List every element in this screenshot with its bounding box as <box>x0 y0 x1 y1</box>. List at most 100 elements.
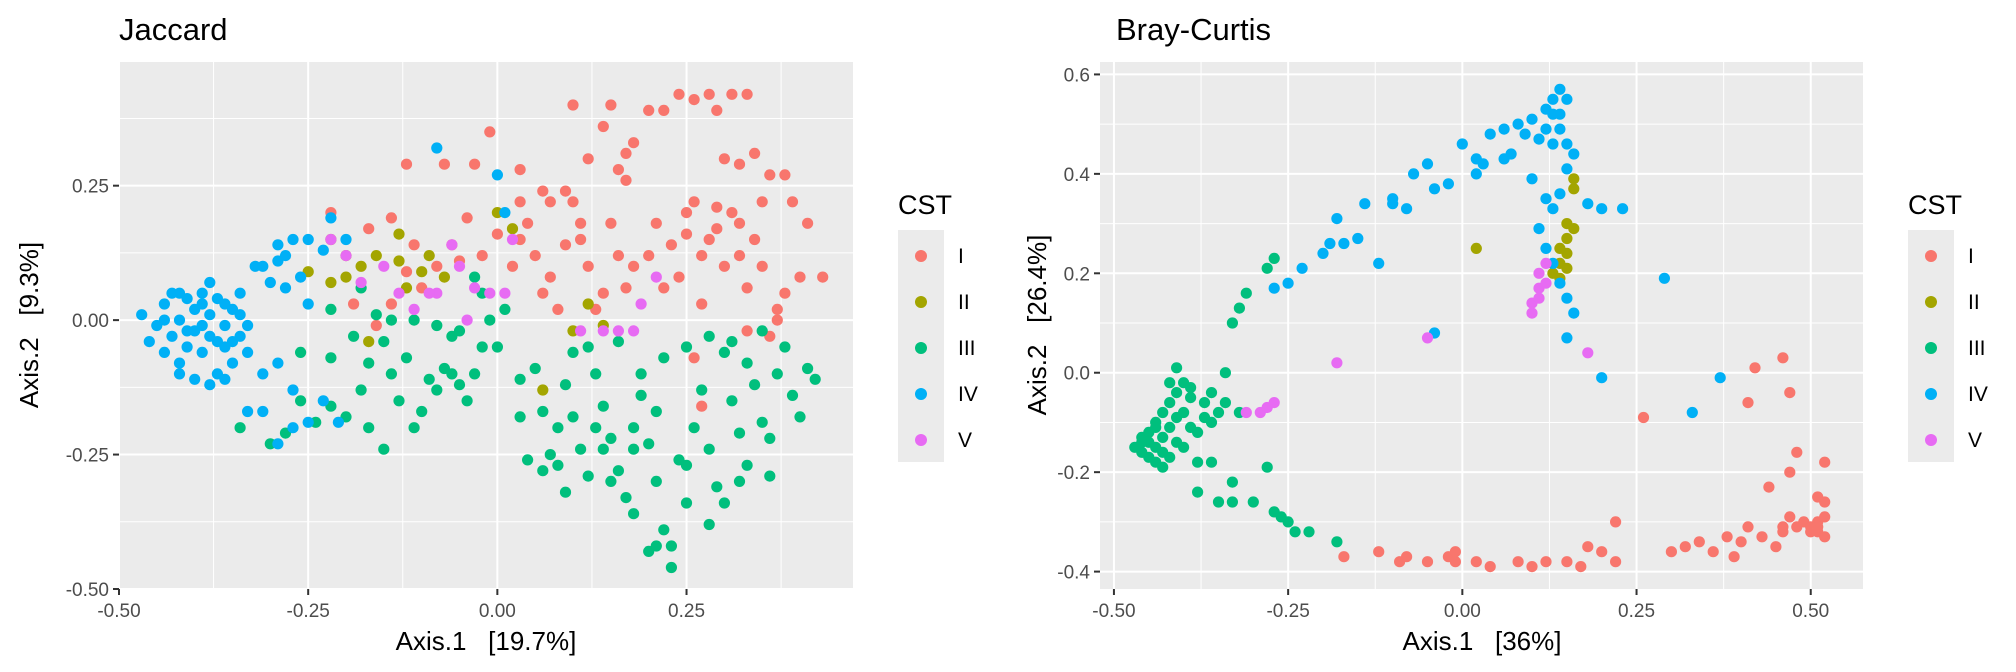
point-cst-i <box>1777 352 1789 364</box>
point-cst-iii <box>469 368 481 380</box>
point-cst-iii <box>1164 377 1176 389</box>
point-cst-i <box>696 250 708 262</box>
point-cst-iv <box>1387 193 1399 205</box>
point-cst-iv <box>272 357 284 369</box>
legend-swatch-cst-iii <box>1925 342 1937 354</box>
point-cst-v <box>446 239 458 251</box>
point-cst-v <box>1540 257 1552 269</box>
point-cst-i <box>696 298 708 310</box>
point-cst-i <box>726 88 738 100</box>
point-cst-v <box>340 250 352 262</box>
point-cst-iv <box>1373 257 1385 269</box>
x-tick-label: -0.25 <box>287 601 330 622</box>
point-cst-iv <box>1533 133 1545 145</box>
point-cst-iv <box>173 314 186 326</box>
point-cst-iii <box>1261 461 1273 473</box>
point-cst-iii <box>726 336 738 348</box>
point-cst-i <box>559 185 572 197</box>
point-cst-i <box>1512 556 1524 568</box>
point-cst-iii <box>544 449 556 461</box>
point-cst-i <box>1749 362 1761 374</box>
legend-label-cst-ii: II <box>958 291 970 314</box>
point-cst-i <box>665 239 678 251</box>
point-cst-iv <box>1282 277 1294 289</box>
point-cst-iii <box>741 357 753 369</box>
point-cst-iii <box>552 459 564 471</box>
point-cst-i <box>1610 516 1622 528</box>
point-cst-i <box>597 287 609 299</box>
point-cst-iii <box>756 416 768 428</box>
point-cst-i <box>688 94 700 106</box>
point-cst-i <box>484 126 496 138</box>
point-cst-i <box>1665 546 1677 558</box>
point-cst-iii <box>567 346 579 358</box>
point-cst-iii <box>567 411 579 423</box>
point-cst-v <box>1533 267 1545 279</box>
point-cst-iv <box>1526 113 1538 125</box>
point-cst-i <box>756 260 768 272</box>
point-cst-i <box>711 104 723 116</box>
point-cst-iii <box>378 443 390 455</box>
point-cst-iii <box>476 341 488 353</box>
point-cst-iv <box>1296 262 1308 274</box>
point-cst-iii <box>537 405 549 418</box>
point-cst-i <box>567 99 579 111</box>
point-cst-iv <box>158 346 170 358</box>
point-cst-i <box>400 158 413 170</box>
point-cst-iv <box>1352 232 1364 245</box>
legend-swatch-cst-v <box>915 434 927 446</box>
point-cst-iv <box>1421 158 1434 170</box>
point-cst-iv <box>196 287 208 299</box>
point-cst-i <box>817 271 829 283</box>
point-cst-iv <box>158 314 170 326</box>
point-cst-iii <box>1212 406 1225 419</box>
point-cst-iii <box>385 368 397 380</box>
point-cst-iii <box>597 443 609 455</box>
x-tick-label: 0.25 <box>1618 601 1655 622</box>
point-cst-iii <box>423 373 435 385</box>
point-cst-ii <box>355 260 367 272</box>
point-cst-ii <box>1470 242 1482 254</box>
x-tick-label: -0.50 <box>1092 601 1135 622</box>
point-cst-iv <box>1554 188 1566 200</box>
bray-curtis-points <box>1129 83 1831 573</box>
point-cst-iii <box>363 422 375 434</box>
point-cst-iii <box>650 405 662 418</box>
point-cst-iv <box>1317 247 1329 259</box>
point-cst-iii <box>786 389 799 401</box>
legend-swatch-cst-iv <box>1925 388 1937 400</box>
point-cst-i <box>1784 466 1796 478</box>
bray-curtis-y-axis-label: Axis.2 [26.4%] <box>1022 235 1052 416</box>
point-cst-ii <box>506 223 519 235</box>
point-cst-iii <box>1192 456 1204 468</box>
y-tick-label: 0.4 <box>1064 165 1091 186</box>
point-cst-iii <box>1157 461 1169 473</box>
point-cst-iii <box>446 368 458 380</box>
point-cst-iv <box>219 298 231 310</box>
point-cst-i <box>408 239 420 251</box>
point-cst-i <box>620 147 632 159</box>
point-cst-i <box>1756 531 1768 543</box>
point-cst-i <box>779 287 791 299</box>
point-cst-v <box>1582 347 1594 359</box>
point-cst-i <box>514 196 526 208</box>
point-cst-i <box>605 217 617 229</box>
point-cst-iii <box>802 362 814 375</box>
point-cst-iv <box>302 233 314 246</box>
point-cst-iv <box>491 169 503 181</box>
point-cst-iv <box>1561 332 1573 344</box>
point-cst-v <box>461 314 473 326</box>
point-cst-i <box>658 282 670 294</box>
point-cst-iv <box>1554 277 1566 289</box>
point-cst-iii <box>355 384 367 396</box>
bray-curtis-panel: Bray-Curtis -0.50 -0.25 0.00 0.25 0.50 -0.4-… <box>1022 12 1988 656</box>
point-cst-iv <box>249 260 261 272</box>
point-cst-iii <box>650 540 662 552</box>
point-cst-iv <box>317 244 329 256</box>
point-cst-iv <box>1533 223 1545 235</box>
point-cst-i <box>688 352 700 364</box>
point-cst-v <box>650 271 662 283</box>
point-cst-i <box>1637 411 1650 424</box>
point-cst-iii <box>612 465 625 477</box>
y-tick-label: -0.4 <box>1057 563 1090 584</box>
